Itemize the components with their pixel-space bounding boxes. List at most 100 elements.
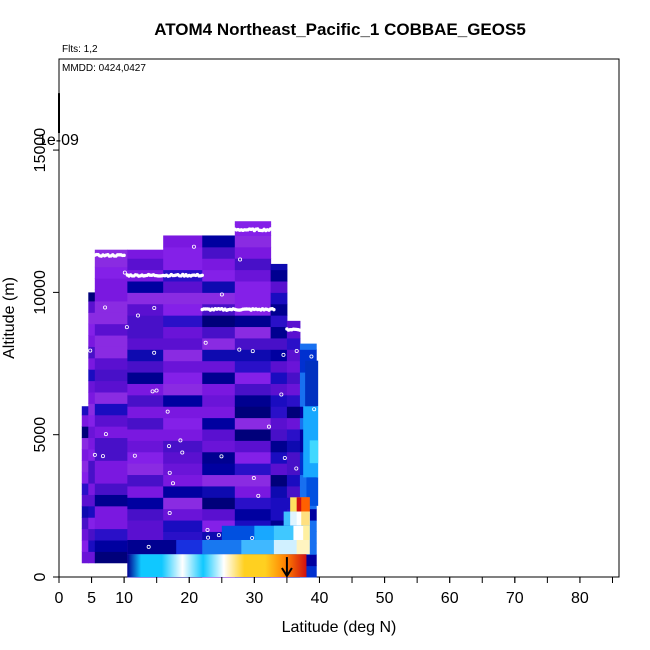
sample-point (294, 466, 299, 471)
sample-point (178, 438, 183, 443)
heatmap-cell (202, 360, 236, 373)
heatmap-cell (94, 517, 128, 530)
heatmap-cell (163, 406, 203, 419)
heatmap-cell (94, 483, 128, 495)
heatmap-cell (163, 337, 203, 350)
scale-label: 1e-09 (38, 132, 79, 149)
heatmap-cell (234, 337, 272, 350)
heatmap-cell (81, 517, 89, 530)
sample-point (256, 493, 261, 498)
sample-point (150, 389, 155, 394)
heatmap-cell (270, 326, 288, 339)
heatmap-cell (234, 349, 272, 362)
heatmap-cell (88, 540, 96, 552)
heatmap-cell (163, 429, 203, 441)
sample-point (88, 348, 93, 353)
heatmap-cell (88, 380, 96, 393)
heatmap-cell (88, 292, 96, 302)
heatmap-cell (88, 369, 96, 382)
chart-title: ATOM4 Northeast_Pacific_1 COBBAE_GEOS5 (154, 20, 526, 39)
x-tick-label: 10 (115, 590, 133, 607)
x-tick-label: 30 (245, 590, 263, 607)
sample-point (312, 407, 317, 412)
sample-point (206, 535, 211, 540)
heatmap-cell (286, 485, 301, 498)
heatmap-cell (286, 372, 301, 384)
heatmap-cell (127, 440, 164, 453)
heatmap-cell (81, 551, 89, 564)
heatmap-cell (270, 508, 288, 521)
sample-point (309, 354, 314, 359)
heatmap-cell (234, 269, 272, 282)
heatmap-cell (202, 440, 236, 453)
heatmap-cell (234, 440, 272, 453)
heatmap-cell (88, 346, 96, 359)
flight-track-point (272, 307, 276, 312)
heatmap-cell (88, 471, 96, 484)
heatmap-cell (286, 360, 301, 373)
sample-point (203, 340, 208, 345)
sample-point (152, 305, 157, 310)
heatmap-cell (88, 448, 96, 461)
heatmap-cell (163, 417, 203, 430)
heatmap-cell (127, 303, 164, 316)
x-axis: 0 5 10 20 30 40 50 60 70 80 (55, 577, 613, 607)
y-tick-label: 10000 (32, 270, 49, 315)
heatmap-cell (94, 266, 128, 279)
heatmap-cell (270, 281, 288, 293)
heatmap-cell (127, 383, 164, 396)
heatmap-cell (94, 528, 128, 541)
heatmap-cell (286, 337, 301, 350)
heatmap-cell (88, 551, 96, 564)
heatmap-cell (127, 349, 164, 362)
heatmap-cell (286, 417, 301, 430)
heatmap-cell (88, 460, 96, 473)
heatmap-cell (94, 346, 128, 359)
heatmap-cell (127, 337, 164, 350)
heatmap-cell (163, 508, 203, 521)
heatmap-cell (286, 474, 301, 487)
heatmap-cell (270, 394, 288, 407)
heatmap-cell (88, 426, 96, 439)
heatmap-cell (234, 406, 272, 419)
sample-point (205, 527, 210, 532)
heatmap-cell (94, 437, 128, 450)
x-tick-label: 5 (87, 590, 96, 607)
heatmap-cell (202, 337, 236, 350)
heatmap-cell (270, 349, 288, 362)
heatmap-cell (88, 505, 96, 518)
heatmap-cell (286, 326, 301, 339)
x-tick-label: 70 (506, 590, 524, 607)
heatmap-cell (234, 463, 272, 476)
heatmap-cell (127, 429, 164, 441)
y-axis-label: Altitude (m) (1, 277, 18, 359)
x-tick-label: 40 (311, 590, 329, 607)
heatmap-cell (81, 426, 89, 439)
heatmap-cell (94, 392, 128, 404)
heatmap-cell (163, 497, 203, 510)
heatmap-cell (305, 360, 319, 407)
x-axis-label: Latitude (deg N) (282, 619, 397, 636)
sample-point (167, 470, 172, 475)
heatmap-cell (88, 437, 96, 450)
heatmap-cell (303, 525, 310, 540)
heatmap-cell (202, 326, 236, 339)
heatmap-cell (94, 380, 128, 393)
heatmap-cell (163, 315, 203, 328)
heatmap-cell (202, 372, 236, 384)
heatmap-cell (163, 235, 203, 248)
flight-track-point (200, 273, 204, 277)
heatmap-cell (94, 403, 128, 416)
sample-point (251, 476, 256, 481)
heatmap-cell (202, 269, 236, 282)
heatmap-cell (286, 451, 301, 464)
sample-point (219, 292, 224, 297)
heatmap-cell (286, 320, 301, 328)
heatmap-cell (163, 485, 203, 498)
heatmap-cell (270, 372, 288, 384)
heatmap-cell (163, 463, 203, 476)
arrow-head (281, 567, 293, 578)
heatmap-cell (94, 278, 128, 291)
heatmap-cell (202, 246, 236, 259)
